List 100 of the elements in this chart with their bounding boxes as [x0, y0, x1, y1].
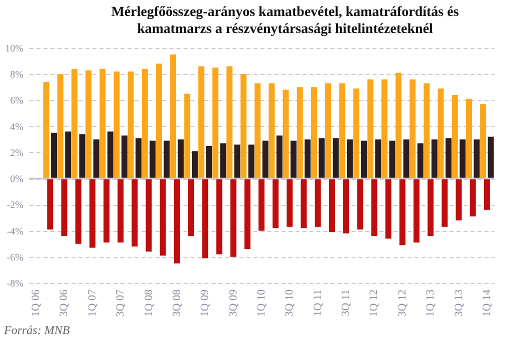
bar — [212, 68, 218, 179]
bar — [107, 132, 114, 179]
bar — [51, 132, 58, 179]
x-tick-label: 3Q 13 — [452, 289, 465, 317]
bar — [178, 139, 184, 179]
y-tick-label: 6% — [10, 96, 24, 107]
bar — [357, 178, 364, 230]
bar — [410, 79, 416, 179]
y-tick-label: -6% — [6, 252, 24, 264]
bar — [446, 138, 452, 179]
bar — [300, 178, 307, 228]
bar — [156, 64, 162, 179]
bar — [343, 178, 350, 234]
bar — [174, 178, 180, 264]
bar — [132, 178, 138, 246]
bar — [202, 178, 208, 258]
bar — [325, 83, 332, 179]
bar — [226, 66, 232, 179]
x-tick-label: 3Q 07 — [114, 289, 127, 317]
y-tick-label: -2% — [6, 200, 24, 212]
bar — [220, 143, 226, 179]
bar — [452, 95, 458, 179]
bar — [79, 134, 86, 179]
bar — [164, 140, 170, 179]
bar — [150, 140, 156, 179]
bar — [71, 68, 78, 179]
bar — [89, 178, 96, 248]
y-tick-label: 8% — [10, 70, 24, 81]
bar — [160, 178, 166, 256]
chart-title: Mérlegfőösszeg-arányos kamatbevétel, kamatráfordítás és kamatmarzs a részvénytársasági hitelintézeteknél — [110, 4, 460, 38]
bar — [262, 140, 268, 179]
bar — [240, 74, 247, 179]
bar — [381, 79, 388, 179]
x-tick-label: 1Q 06 — [30, 289, 42, 317]
bar — [488, 136, 494, 179]
x-tick-label: 3Q 08 — [170, 289, 183, 317]
bar — [286, 178, 293, 227]
y-tick-label: -4% — [6, 226, 24, 238]
y-tick-label: 10% — [5, 44, 24, 54]
bar — [304, 139, 311, 179]
bar — [474, 139, 480, 179]
bar — [431, 139, 438, 179]
x-tick-label: 1Q 13 — [424, 289, 437, 317]
bar — [442, 178, 448, 227]
bar — [403, 139, 410, 179]
text: Forrás: MNB — [4, 323, 70, 338]
bar — [460, 139, 466, 179]
bar — [114, 72, 120, 179]
bar — [484, 178, 490, 210]
bar — [136, 138, 142, 179]
bar — [57, 74, 64, 179]
bar — [244, 178, 250, 250]
bar — [346, 139, 353, 179]
bar — [128, 72, 134, 179]
bar — [385, 178, 392, 239]
bar — [142, 68, 148, 179]
bar — [61, 178, 68, 236]
bar — [396, 72, 402, 179]
bar — [198, 66, 204, 179]
bar — [43, 82, 50, 179]
bar — [282, 90, 289, 179]
bar — [339, 83, 346, 179]
bar — [456, 178, 462, 220]
x-tick-label: 1Q 07 — [86, 289, 98, 317]
bar — [290, 140, 297, 179]
bar — [272, 178, 279, 228]
x-tick-label: 3Q 06 — [58, 289, 70, 317]
bar — [361, 140, 368, 179]
bar — [93, 139, 100, 179]
bar — [296, 87, 303, 179]
y-tick-label: 2% — [10, 148, 24, 159]
bar — [86, 70, 92, 179]
bar — [216, 178, 222, 254]
x-tick-label: 1Q 10 — [256, 289, 268, 317]
bar — [466, 98, 472, 179]
bar — [310, 87, 317, 179]
bar — [254, 83, 261, 179]
bar — [206, 146, 212, 179]
bar — [258, 178, 264, 231]
x-tick-label: 1Q 09 — [199, 289, 212, 317]
x-tick-label: 3Q 09 — [227, 289, 240, 317]
bar — [470, 178, 476, 216]
x-tick-label: 1Q 14 — [480, 289, 493, 317]
bar — [424, 83, 430, 179]
y-tick-label: -8% — [6, 278, 24, 290]
bar — [389, 140, 396, 179]
bar — [428, 178, 434, 236]
bar — [118, 178, 124, 243]
x-tick-label: 1Q 12 — [368, 290, 380, 317]
bar — [417, 143, 424, 179]
bar — [438, 88, 444, 179]
x-tick-label: 1Q 08 — [142, 289, 155, 317]
y-tick-label: 4% — [10, 122, 24, 133]
bar — [414, 178, 420, 243]
x-tick-label: 3Q 12 — [396, 290, 408, 317]
x-tick-label: 3Q 10 — [284, 289, 296, 317]
bar — [47, 178, 54, 230]
bar — [480, 104, 486, 179]
bar — [276, 135, 282, 179]
bar — [75, 178, 82, 244]
